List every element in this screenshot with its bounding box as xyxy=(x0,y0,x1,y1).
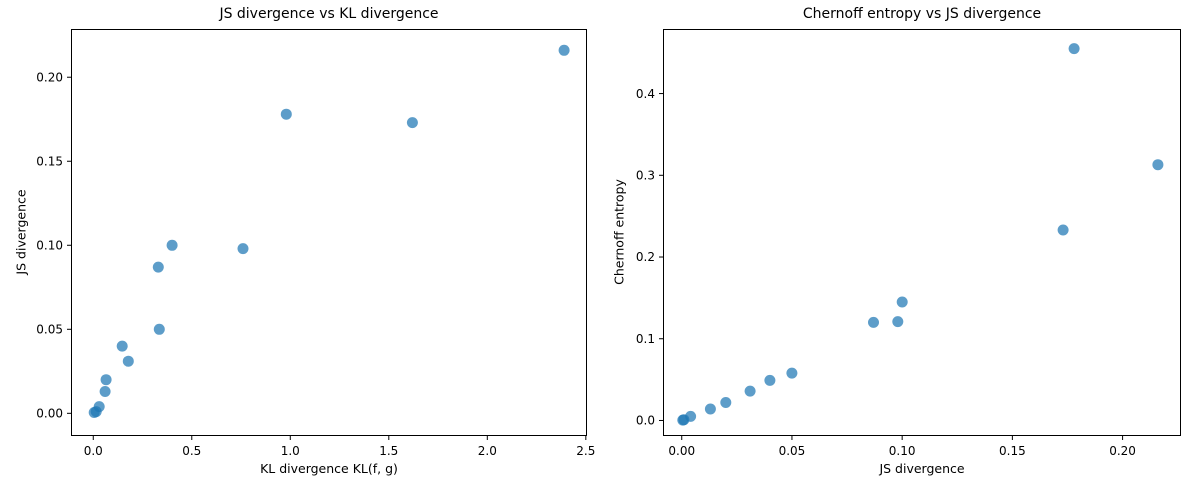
x-tick-label: 0.05 xyxy=(779,444,806,458)
y-tick-label: 0.3 xyxy=(636,168,655,182)
data-point xyxy=(704,403,716,415)
data-point xyxy=(677,414,689,426)
data-point xyxy=(122,355,134,367)
x-tick-label: 2.5 xyxy=(576,444,595,458)
data-point xyxy=(892,316,904,328)
data-point xyxy=(99,386,111,397)
data-point xyxy=(1057,224,1069,236)
y-tick-label: 0.1 xyxy=(636,332,655,346)
data-point xyxy=(153,323,165,335)
data-point xyxy=(90,406,102,418)
data-point xyxy=(152,261,164,273)
y-tick-label: 0.4 xyxy=(636,87,655,101)
data-point xyxy=(558,44,570,56)
x-tick-label: 1.0 xyxy=(281,444,300,458)
data-point xyxy=(237,243,249,255)
data-point xyxy=(678,414,690,426)
data-point xyxy=(1152,159,1164,171)
data-point xyxy=(786,367,798,379)
data-point xyxy=(88,407,100,418)
data-point xyxy=(720,397,732,408)
y-tick-label: 0.10 xyxy=(36,238,63,252)
data-point xyxy=(744,385,756,397)
plot-spines xyxy=(663,29,1181,436)
y-tick-label: 0.15 xyxy=(36,154,63,168)
y-tick-label: 0.0 xyxy=(636,414,655,428)
data-point xyxy=(685,410,697,422)
x-tick-label: 0.10 xyxy=(889,444,916,458)
plot-spines xyxy=(71,29,587,436)
x-tick-label: 0.00 xyxy=(668,444,695,458)
left-chart-y-axis-label: JS divergence xyxy=(13,189,29,275)
x-tick-label: 0.0 xyxy=(84,444,103,458)
data-point xyxy=(406,117,418,129)
left-chart-x-axis-label: KL divergence KL(f, g) xyxy=(260,461,398,476)
data-point xyxy=(116,340,128,352)
y-tick-label: 0.05 xyxy=(36,322,63,336)
data-point xyxy=(280,108,292,120)
data-point xyxy=(896,296,908,308)
x-tick-label: 0.5 xyxy=(182,444,201,458)
y-tick-label: 0.20 xyxy=(36,70,63,84)
data-point xyxy=(100,374,112,386)
x-tick-label: 2.0 xyxy=(478,444,497,458)
left-chart-title: JS divergence vs KL divergence xyxy=(219,6,439,22)
x-tick-label: 0.20 xyxy=(1109,444,1136,458)
right-chart-x-axis-label: JS divergence xyxy=(879,461,965,476)
x-tick-label: 0.15 xyxy=(999,444,1026,458)
data-point xyxy=(764,374,776,386)
right-chart-title: Chernoff entropy vs JS divergence xyxy=(802,6,1042,22)
y-tick-label: 0.2 xyxy=(636,250,655,264)
right-chart-y-axis-label: Chernoff entropy xyxy=(611,179,627,285)
x-tick-label: 1.5 xyxy=(379,444,398,458)
data-point xyxy=(1068,43,1080,55)
data-point xyxy=(868,316,879,328)
y-tick-label: 0.00 xyxy=(36,407,63,421)
data-point xyxy=(93,401,105,413)
data-point xyxy=(166,239,178,251)
